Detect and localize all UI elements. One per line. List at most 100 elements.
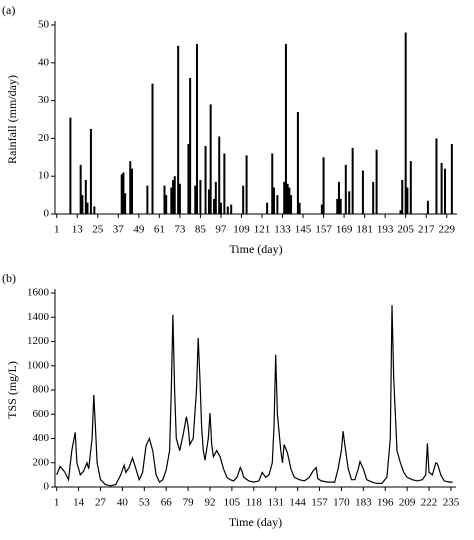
x-tick-label: 118	[246, 497, 263, 509]
y-tick-label: 200	[33, 456, 50, 468]
bar	[170, 187, 173, 214]
bar	[178, 183, 181, 214]
bar	[406, 187, 409, 214]
x-tick-label: 209	[399, 497, 416, 509]
bar	[130, 168, 133, 214]
x-tick-label: 109	[233, 224, 250, 236]
bar	[207, 189, 210, 214]
bar	[214, 181, 217, 214]
x-tick-label: 157	[315, 224, 332, 236]
y-tick-label: 1200	[27, 335, 50, 347]
x-tick-label: 217	[418, 224, 435, 236]
bar	[351, 147, 354, 214]
x-tick-label: 97	[215, 224, 227, 236]
bar	[172, 179, 175, 214]
y-tick-label: 1600	[27, 287, 50, 299]
x-tick-label: 25	[92, 224, 104, 236]
x-tick-label: 157	[311, 497, 328, 509]
x-tick-label: 14	[73, 497, 85, 509]
panel-label: (a)	[2, 3, 15, 17]
x-tick-label: 79	[183, 497, 195, 509]
y-tick-label: 30	[38, 94, 50, 106]
bar	[286, 183, 289, 214]
bar	[163, 185, 166, 214]
bar	[320, 204, 323, 214]
x-tick-label: 66	[161, 497, 173, 509]
bar	[122, 172, 125, 214]
bar	[69, 117, 72, 214]
bar	[290, 195, 293, 214]
bar	[173, 176, 176, 214]
x-tick-label: 37	[113, 224, 125, 236]
x-tick-label: 85	[195, 224, 207, 236]
y-tick-label: 600	[33, 408, 50, 420]
bar	[298, 202, 301, 214]
bar	[84, 179, 87, 214]
bar	[194, 185, 197, 214]
bar	[404, 32, 407, 215]
bar	[271, 153, 274, 214]
bar	[296, 111, 299, 214]
bar	[226, 206, 229, 214]
bar	[89, 128, 92, 214]
y-tick-label: 1000	[27, 359, 50, 371]
bar	[86, 202, 89, 214]
line	[56, 305, 453, 487]
bar	[245, 155, 248, 214]
bar	[266, 202, 269, 214]
panel-label: (b)	[2, 271, 16, 285]
x-tick-label: 170	[333, 497, 350, 509]
bar	[450, 144, 453, 214]
x-axis-label: Time (day)	[229, 242, 282, 256]
bar	[219, 202, 222, 214]
y-tick-label: 40	[38, 56, 50, 68]
x-axis-label: Time (day)	[229, 515, 282, 529]
x-tick-label: 181	[356, 224, 373, 236]
bar	[199, 179, 202, 214]
bar	[375, 149, 378, 214]
bar	[288, 187, 291, 214]
y-tick-label: 0	[44, 481, 50, 493]
bar	[372, 181, 375, 214]
bar	[146, 185, 149, 214]
bar	[401, 179, 404, 214]
x-tick-label: 27	[95, 497, 107, 509]
y-tick-label: 10	[38, 170, 50, 182]
bar	[124, 193, 127, 214]
x-tick-label: 40	[117, 497, 129, 509]
bar	[272, 187, 275, 214]
x-tick-label: 222	[421, 497, 438, 509]
x-tick-label: 193	[377, 224, 394, 236]
bar	[348, 191, 351, 214]
y-tick-label: 1400	[27, 311, 50, 323]
bar	[283, 181, 286, 214]
x-tick-label: 205	[397, 224, 414, 236]
bar	[195, 43, 198, 215]
bar	[230, 204, 233, 214]
bar	[426, 200, 429, 214]
bar	[151, 83, 154, 214]
x-tick-label: 105	[224, 497, 241, 509]
bar	[218, 136, 221, 214]
bar	[242, 185, 245, 214]
bar	[399, 210, 402, 214]
bar	[339, 198, 342, 214]
y-tick-label: 0	[44, 208, 50, 220]
x-tick-label: 53	[139, 497, 151, 509]
x-tick-label: 229	[438, 224, 455, 236]
x-tick-label: 49	[133, 224, 145, 236]
y-tick-label: 800	[33, 384, 50, 396]
bar	[409, 161, 412, 214]
bar	[440, 162, 443, 214]
bar	[444, 168, 447, 214]
bar	[337, 181, 340, 214]
bar	[187, 144, 190, 214]
bar	[204, 145, 207, 214]
y-axis-label: Rainfall (mm/day)	[5, 75, 19, 164]
bar	[81, 195, 84, 214]
bar	[213, 198, 216, 214]
bar	[79, 164, 82, 214]
x-tick-label: 144	[289, 497, 306, 509]
x-tick-label: 1	[54, 497, 60, 509]
